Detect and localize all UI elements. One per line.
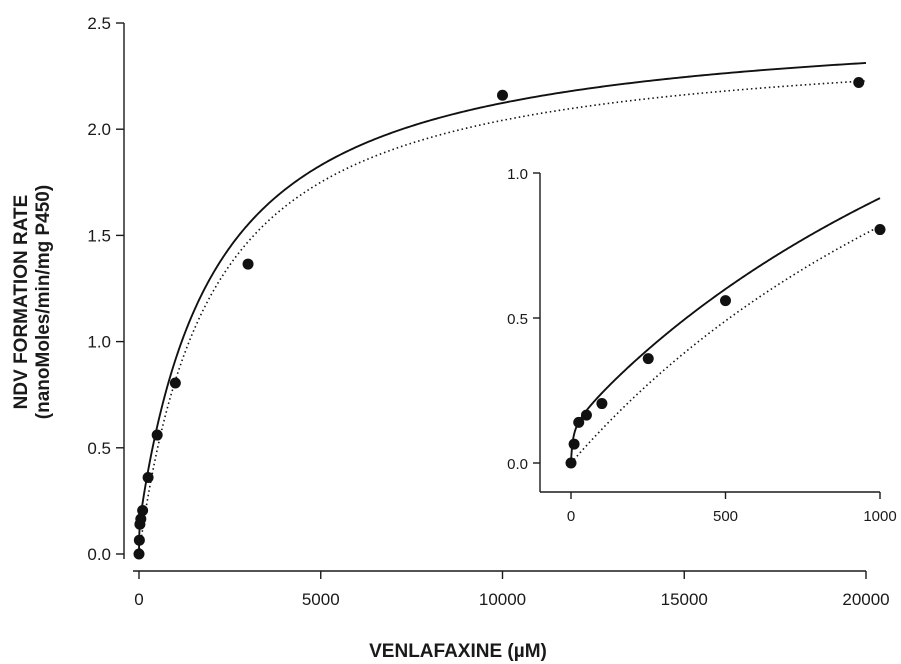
- inset-data-point: [565, 457, 577, 469]
- main-two-enzyme-fit-line: [138, 62, 867, 554]
- inset-y-tick-label: 0.0: [507, 456, 528, 473]
- main-x-tick-label: 0: [134, 590, 143, 609]
- main-data-point: [133, 548, 145, 560]
- main-plot: 0.00.51.01.52.02.50 5000 10000 15000 20000: [87, 14, 889, 609]
- inset-two-enzyme-fit-line: [570, 197, 881, 464]
- x-axis-title: VENLAFAXINE (µM): [369, 641, 547, 662]
- main-y-tick-label: 1.0: [87, 333, 111, 352]
- inset-x-tick-label: 0: [567, 508, 575, 525]
- inset-plot: 0.0 0.5 1.0 0 500 1000: [507, 166, 897, 525]
- inset-x-tick-label: 500: [713, 508, 738, 525]
- main-data-point: [151, 429, 163, 441]
- inset-data-point: [580, 409, 592, 421]
- main-y-tick-label: 2.5: [87, 14, 111, 33]
- main-data-point: [142, 472, 154, 484]
- main-y-tick-label: 0.0: [87, 545, 111, 564]
- inset-y-tick-label: 0.5: [507, 311, 528, 328]
- inset-data-point: [568, 438, 580, 450]
- inset-x-tick-label: 1000: [863, 508, 896, 525]
- main-y-tick-label: 2.0: [87, 120, 111, 139]
- inset-one-enzyme-fit-line: [570, 225, 881, 464]
- main-data-point: [137, 504, 149, 516]
- main-y-tick-label: 0.5: [87, 439, 111, 458]
- inset-data-point: [573, 416, 585, 428]
- main-x-tick-label: 5000: [302, 590, 340, 609]
- main-data-point: [135, 513, 147, 525]
- main-y-tick-label: 1.5: [87, 226, 111, 245]
- y-axis-title-line-2: (nanoMoles/min/mg P450): [33, 185, 54, 419]
- inset-data-point: [874, 224, 886, 236]
- inset-data-point: [642, 353, 654, 365]
- main-data-point: [497, 89, 508, 101]
- main-x-tick-label: 20000: [842, 590, 889, 609]
- main-x-tick-label: 10000: [479, 590, 526, 609]
- inset-data-point: [720, 295, 731, 307]
- inset-data-point: [596, 398, 608, 410]
- inset-y-tick-label: 1.0: [507, 166, 528, 183]
- y-axis-title-line-1: NDV FORMATION RATE: [11, 195, 32, 410]
- main-data-point: [169, 377, 181, 389]
- main-data-point: [242, 258, 254, 270]
- main-x-tick-label: 15000: [661, 590, 708, 609]
- main-one-enzyme-fit-line: [138, 80, 867, 555]
- main-data-point: [133, 534, 145, 546]
- main-data-point: [853, 76, 865, 88]
